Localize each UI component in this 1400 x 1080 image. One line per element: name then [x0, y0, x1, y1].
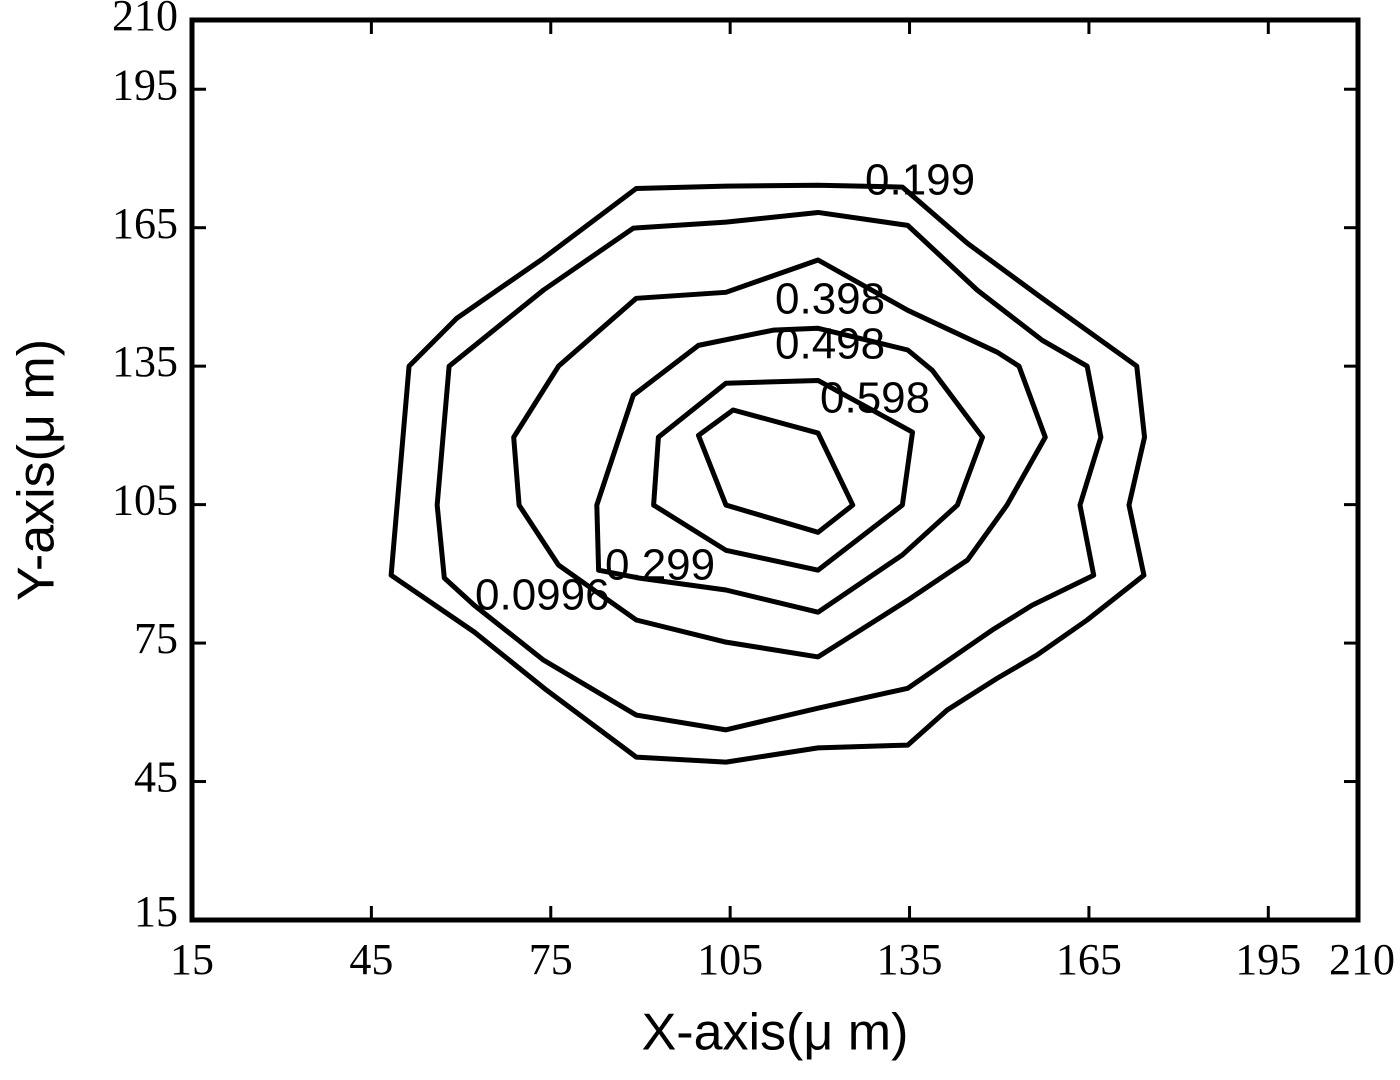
contour-line [594, 325, 985, 615]
contour-line [511, 257, 1048, 660]
y-tick-label: 165 [112, 199, 178, 248]
contour-line [695, 407, 856, 535]
x-tick-label: 15 [170, 935, 214, 984]
contour-label: 0.498 [775, 320, 885, 369]
x-tick-label: 105 [697, 935, 763, 984]
contour-label: 0.598 [820, 374, 930, 423]
y-tick-label: 45 [134, 753, 178, 802]
y-tick-label: 195 [112, 60, 178, 109]
contour-label: 0.398 [775, 275, 885, 324]
contour-line [434, 209, 1104, 733]
y-tick-label: 135 [112, 337, 178, 386]
plot-frame [189, 17, 1361, 923]
y-tick-label: 15 [134, 887, 178, 936]
contour-label: 0.199 [865, 156, 975, 205]
contour-line [651, 377, 916, 573]
contour-label: 0.299 [605, 541, 715, 590]
x-tick-label: 165 [1056, 935, 1122, 984]
y-axis-label: Y-axis(μ m) [8, 339, 66, 601]
x-tick-label: 135 [877, 935, 943, 984]
y-tick-label: 105 [112, 476, 178, 525]
x-axis-label: X-axis(μ m) [642, 1004, 909, 1062]
contour-line [388, 182, 1148, 765]
y-tick-label: 75 [134, 614, 178, 663]
x-tick-label: 75 [529, 935, 573, 984]
contour-label: 0.0996 [475, 571, 610, 620]
x-tick-label: 45 [349, 935, 393, 984]
y-tick-label: 210 [112, 0, 178, 40]
x-tick-label: 210 [1329, 935, 1395, 984]
x-tick-label: 195 [1235, 935, 1301, 984]
